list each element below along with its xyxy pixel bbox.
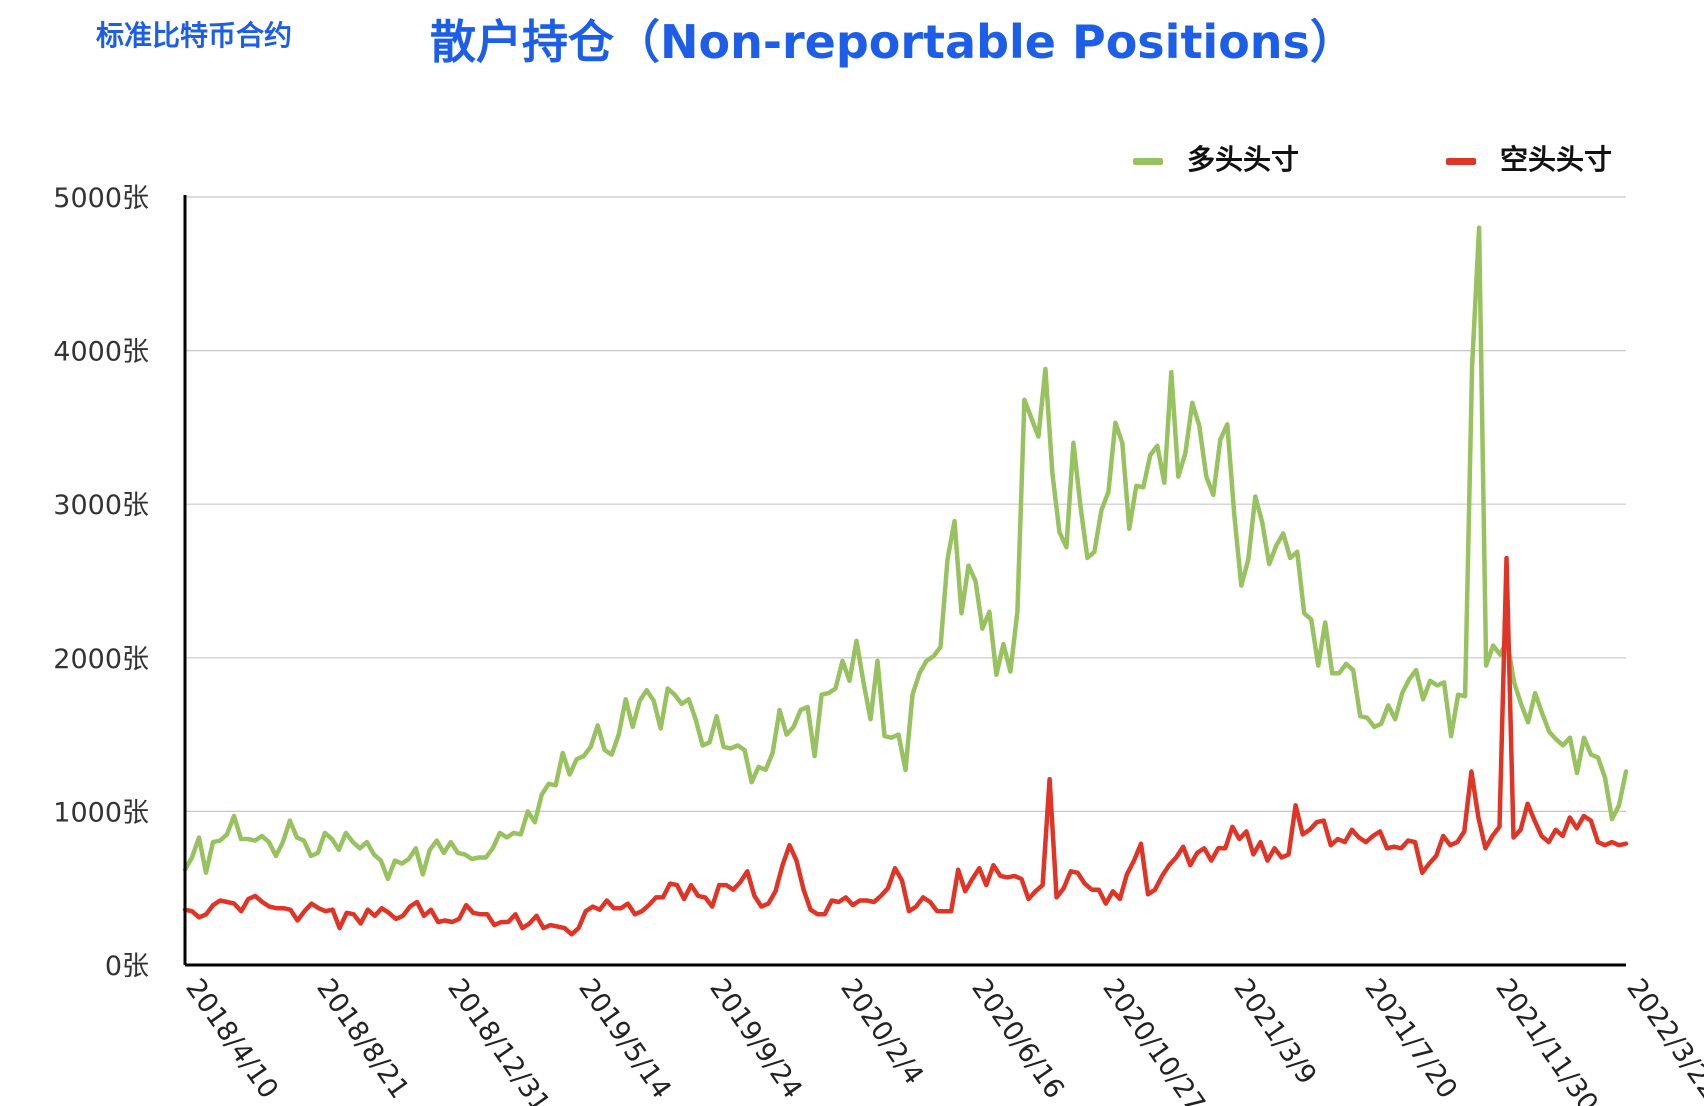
series-line-short — [182, 555, 1629, 937]
x-tick-label: 2022/3/22 — [1620, 973, 1704, 1104]
x-tick-label: 2020/6/16 — [965, 973, 1070, 1104]
legend-label-short: 空头头寸 — [1500, 143, 1613, 176]
grid-lines — [185, 196, 1626, 813]
chart-title: 散户持仓（Non-reportable Positions） — [430, 15, 1356, 69]
y-tick-label: 4000张 — [53, 337, 149, 368]
y-tick-label: 2000张 — [53, 644, 149, 675]
axes — [183, 195, 1626, 967]
legend-swatch-long — [1133, 157, 1163, 165]
x-tick-label: 2019/5/14 — [572, 973, 677, 1104]
x-axis-ticks: 2018/4/10 2018/8/21 2018/12/31 2019/5/14 201… — [179, 973, 1704, 1106]
corner-label: 标准比特币合约 — [96, 19, 293, 52]
x-tick-label: 2018/12/31 — [441, 973, 556, 1106]
x-tick-label: 2021/7/20 — [1358, 973, 1463, 1104]
x-tick-label: 2021/11/30 — [1489, 973, 1604, 1106]
x-tick-label: 2020/2/4 — [834, 973, 929, 1090]
series-lines — [182, 225, 1629, 937]
y-tick-label: 3000张 — [53, 490, 149, 521]
y-tick-label: 1000张 — [53, 797, 149, 828]
y-axis-ticks: 0张 1000张 2000张 3000张 4000张 5000张 — [53, 183, 149, 982]
y-tick-label: 5000张 — [53, 183, 149, 214]
legend-label-long: 多头头寸 — [1187, 143, 1300, 176]
x-tick-label: 2018/4/10 — [179, 973, 284, 1104]
x-tick-label: 2019/9/24 — [703, 973, 808, 1104]
series-line-long — [182, 225, 1629, 882]
x-tick-label: 2020/10/27 — [1096, 973, 1211, 1106]
legend-item-short: 空头头寸 — [1446, 138, 1612, 178]
x-tick-label: 2021/3/9 — [1227, 973, 1322, 1090]
y-tick-label: 0张 — [105, 951, 149, 982]
legend-swatch-short — [1446, 157, 1476, 165]
legend-item-long: 多头头寸 — [1133, 138, 1299, 178]
x-tick-label: 2018/8/21 — [310, 973, 415, 1104]
